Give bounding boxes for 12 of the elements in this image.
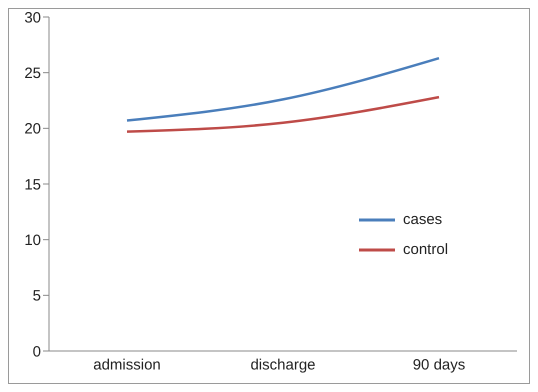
y-tick-label: 10	[24, 232, 41, 249]
y-tick-label: 15	[24, 176, 41, 194]
y-tick-label: 25	[24, 64, 41, 82]
y-tick-label: 5	[32, 288, 41, 305]
legend-label: cases	[403, 210, 442, 230]
y-tick-label: 30	[24, 9, 41, 26]
x-tick-label: discharge	[250, 356, 316, 374]
x-tick-label: 90 days	[412, 356, 466, 374]
legend-label: control	[403, 240, 448, 260]
x-tick-label: admission	[93, 356, 161, 374]
y-tick-label: 0	[32, 343, 41, 360]
y-tick-label: 20	[24, 120, 41, 138]
